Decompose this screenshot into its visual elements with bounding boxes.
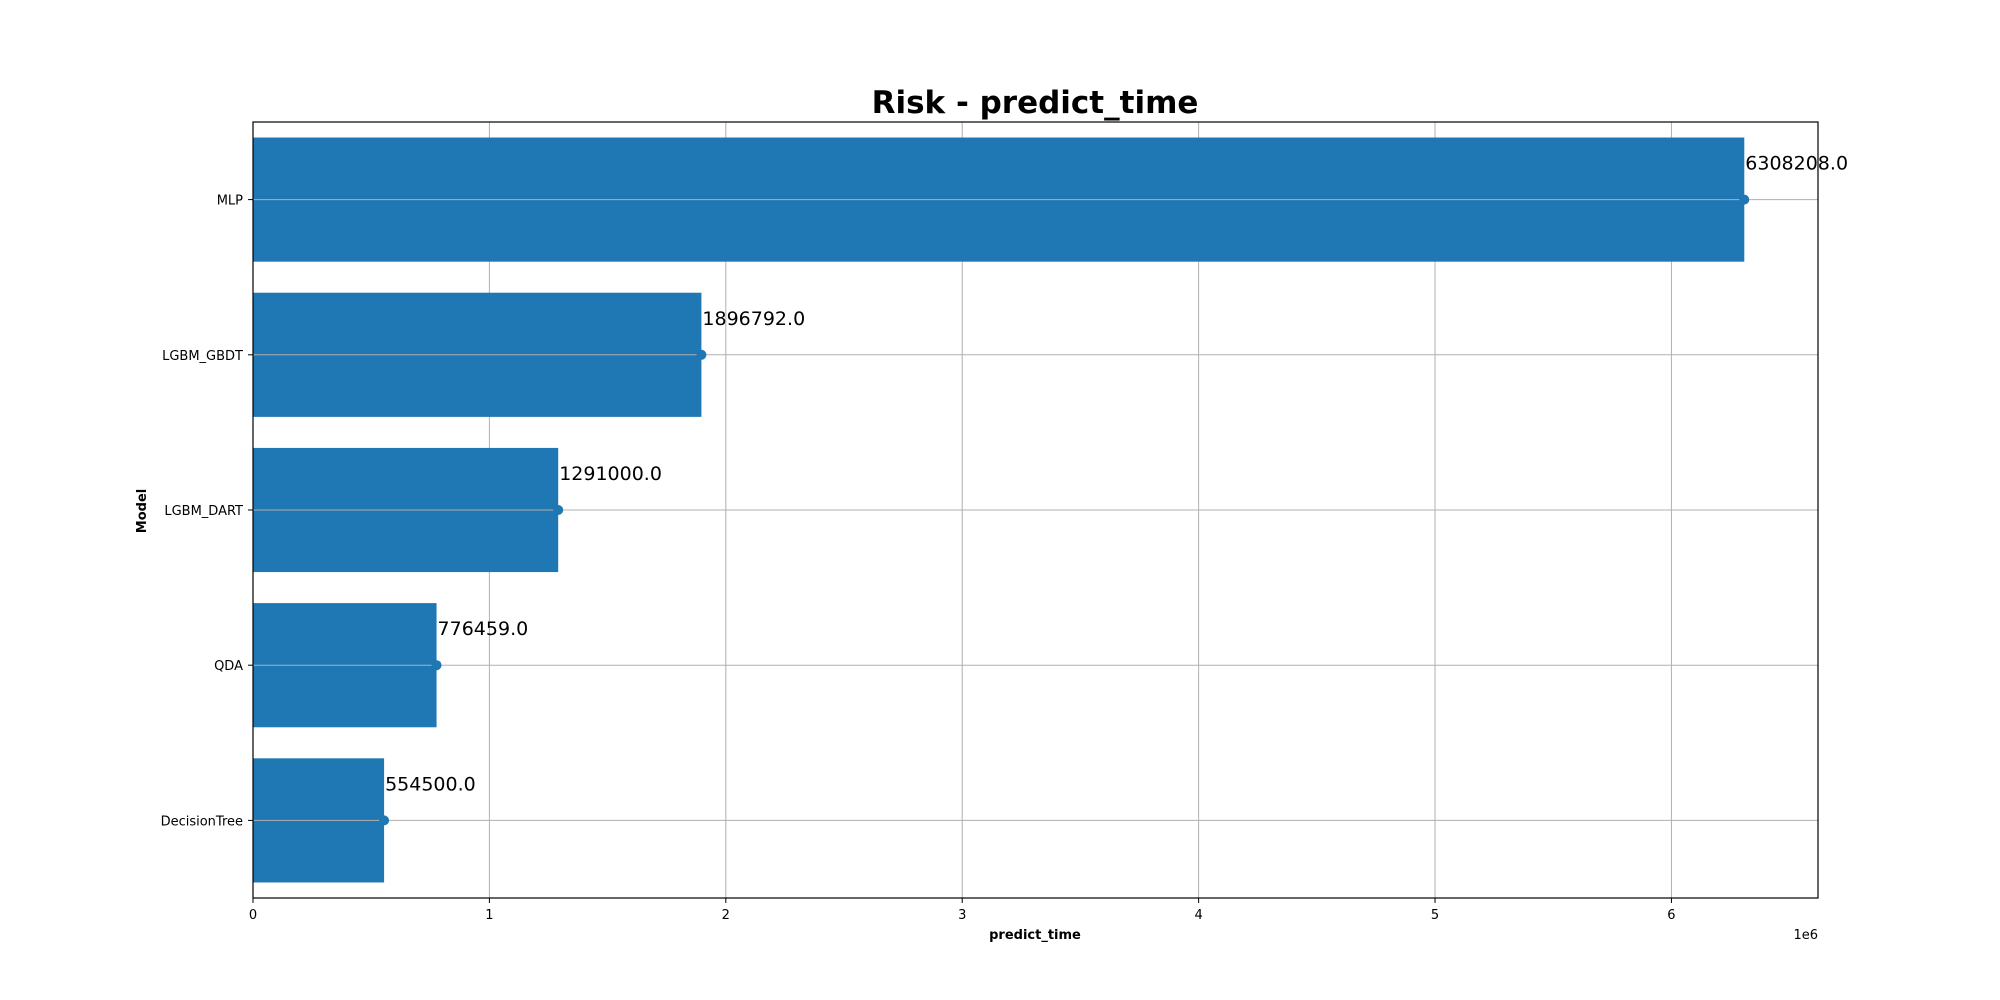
value-marker: [696, 349, 707, 360]
value-markers: [379, 194, 1750, 826]
x-tick-label: 3: [958, 908, 966, 923]
x-tick-label: 6: [1667, 908, 1675, 923]
y-axis: MLP LGBM_GBDT LGBM_DART QDA DecisionTree: [161, 194, 253, 829]
chart-title: Risk - predict_time: [872, 85, 1199, 121]
x-axis-offset-text: 1e6: [1793, 928, 1818, 943]
value-label: 1896792.0: [702, 308, 805, 330]
value-marker: [379, 815, 390, 826]
value-marker: [1739, 194, 1750, 205]
y-tick-label: MLP: [217, 194, 243, 209]
value-label: 776459.0: [438, 618, 529, 640]
x-tick-label: 0: [249, 908, 257, 923]
value-marker: [553, 505, 564, 515]
x-axis-label: predict_time: [989, 928, 1081, 943]
category-gridlines: [253, 199, 1818, 821]
x-tick-label: 1: [485, 908, 493, 923]
y-tick-label: LGBM_DART: [164, 504, 243, 519]
value-label: 6308208.0: [1745, 153, 1848, 175]
y-tick-label: QDA: [214, 659, 243, 674]
value-marker: [431, 660, 442, 671]
y-tick-label: LGBM_GBDT: [162, 349, 243, 364]
value-labels: 6308208.0 1896792.0 1291000.0 776459.0 55450…: [385, 153, 1848, 796]
y-tick-label: DecisionTree: [161, 814, 243, 829]
value-label: 554500.0: [385, 773, 476, 795]
x-tick-label: 2: [722, 908, 730, 923]
x-tick-label: 4: [1194, 908, 1202, 923]
x-tick-label: 5: [1431, 908, 1439, 923]
y-axis-label: Model: [135, 489, 150, 533]
x-axis: 0 1 2 3 4 5 6: [249, 898, 1676, 923]
value-label: 1291000.0: [559, 463, 662, 485]
